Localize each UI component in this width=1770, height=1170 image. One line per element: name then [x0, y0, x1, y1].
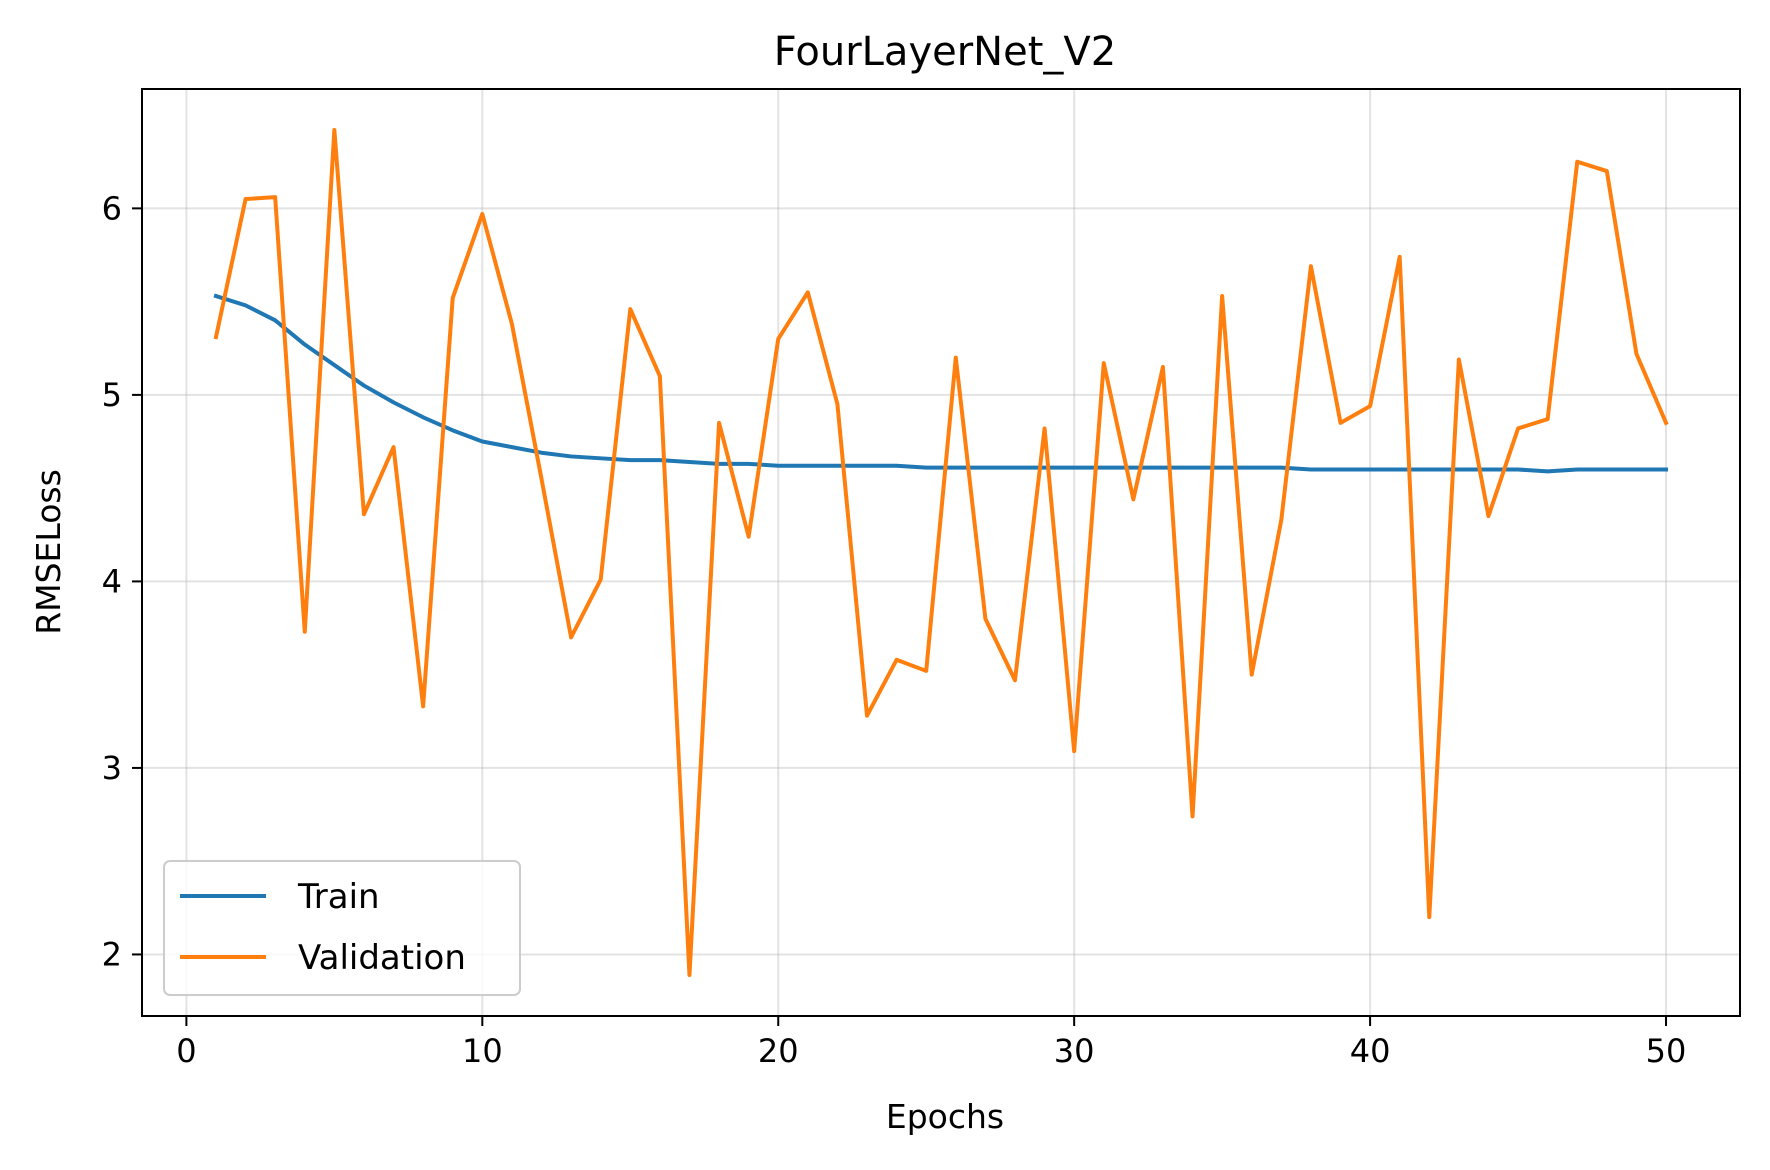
x-tick-label: 10	[462, 1032, 503, 1070]
x-tick-label: 30	[1054, 1032, 1095, 1070]
y-tick-label: 5	[102, 376, 122, 414]
y-tick-label: 4	[102, 562, 122, 600]
y-tick-label: 2	[102, 935, 122, 973]
legend-label-validation: Validation	[298, 938, 466, 978]
chart-title: FourLayerNet_V2	[774, 29, 1116, 75]
x-axis-label: Epochs	[886, 1097, 1004, 1136]
y-axis-ticks: 2 3 4 5 6	[102, 189, 142, 973]
x-tick-label: 0	[176, 1032, 196, 1070]
x-tick-label: 50	[1646, 1032, 1687, 1070]
x-tick-label: 20	[758, 1032, 799, 1070]
y-tick-label: 6	[102, 189, 122, 227]
series-lines	[213, 128, 1669, 977]
series-line-validation	[213, 128, 1669, 977]
x-tick-label: 40	[1350, 1032, 1391, 1070]
legend: Train Validation	[163, 860, 521, 996]
y-axis-label: RMSELoss	[29, 469, 68, 635]
x-axis-ticks: 0 10 20 30 40 50	[176, 1016, 1686, 1070]
y-tick-label: 3	[102, 749, 122, 787]
legend-label-train: Train	[297, 877, 380, 917]
series-line-train	[213, 293, 1669, 474]
plot-frame	[141, 88, 1741, 1017]
